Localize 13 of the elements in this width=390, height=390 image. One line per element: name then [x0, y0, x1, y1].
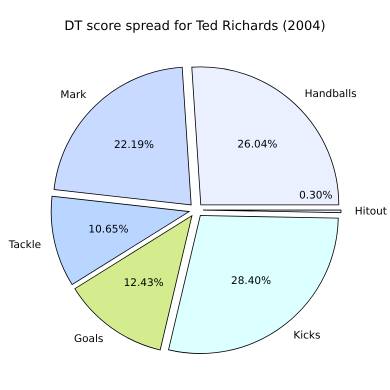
slice-label: Handballs — [304, 88, 357, 100]
data-label: 10.65% — [88, 224, 128, 236]
slice-label: Mark — [60, 89, 88, 102]
slice-label: Kicks — [293, 329, 320, 342]
data-label: 0.30% — [299, 190, 332, 202]
slice-label: Tackle — [8, 239, 42, 251]
slice-label: Goals — [74, 332, 104, 345]
data-label: 22.19% — [114, 138, 154, 151]
data-label: 28.40% — [231, 274, 272, 287]
slice-label: Hitout — [354, 205, 387, 218]
data-label: 26.04% — [237, 138, 278, 150]
data-label: 12.43% — [124, 276, 164, 289]
chart-title: DT score spread for Ted Richards (2004) — [64, 19, 326, 34]
